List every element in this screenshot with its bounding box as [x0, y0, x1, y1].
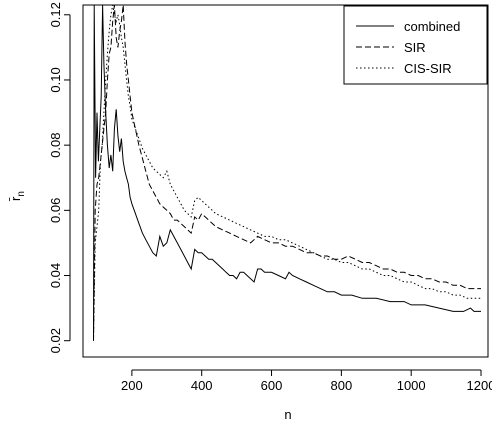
y-axis-label: r̄n [8, 191, 27, 201]
x-tick-label: 1200 [467, 378, 492, 393]
y-axis-label-main: r̄ [8, 196, 23, 201]
y-axis: 0.02 0.04 0.06 0.08 0.10 0.12 [48, 2, 71, 353]
x-axis-label: n [284, 407, 291, 422]
y-tick-label: 0.12 [48, 2, 63, 27]
series-line-combined [93, 5, 481, 341]
y-tick-label: 0.02 [48, 328, 63, 353]
y-tick-label: 0.04 [48, 263, 63, 288]
series-line-sir [93, 5, 481, 341]
x-tick-label: 600 [261, 378, 283, 393]
x-axis: 200 400 600 800 1000 1200 [121, 369, 492, 393]
y-tick-label: 0.10 [48, 67, 63, 92]
legend-label-sir: SIR [404, 40, 426, 55]
series-layer [93, 5, 481, 341]
legend: combined SIR CIS-SIR [343, 5, 488, 85]
plot-area-frame [82, 4, 489, 358]
x-tick-label: 800 [331, 378, 353, 393]
y-axis-label-subscript: n [16, 191, 27, 197]
x-tick-label: 400 [191, 378, 213, 393]
x-tick-label: 1000 [397, 378, 426, 393]
legend-label-cis-sir: CIS-SIR [404, 61, 452, 76]
legend-label-combined: combined [404, 19, 460, 34]
legend-box [343, 5, 488, 85]
x-tick-label: 200 [121, 378, 143, 393]
y-tick-label: 0.08 [48, 132, 63, 157]
y-tick-label: 0.06 [48, 198, 63, 223]
